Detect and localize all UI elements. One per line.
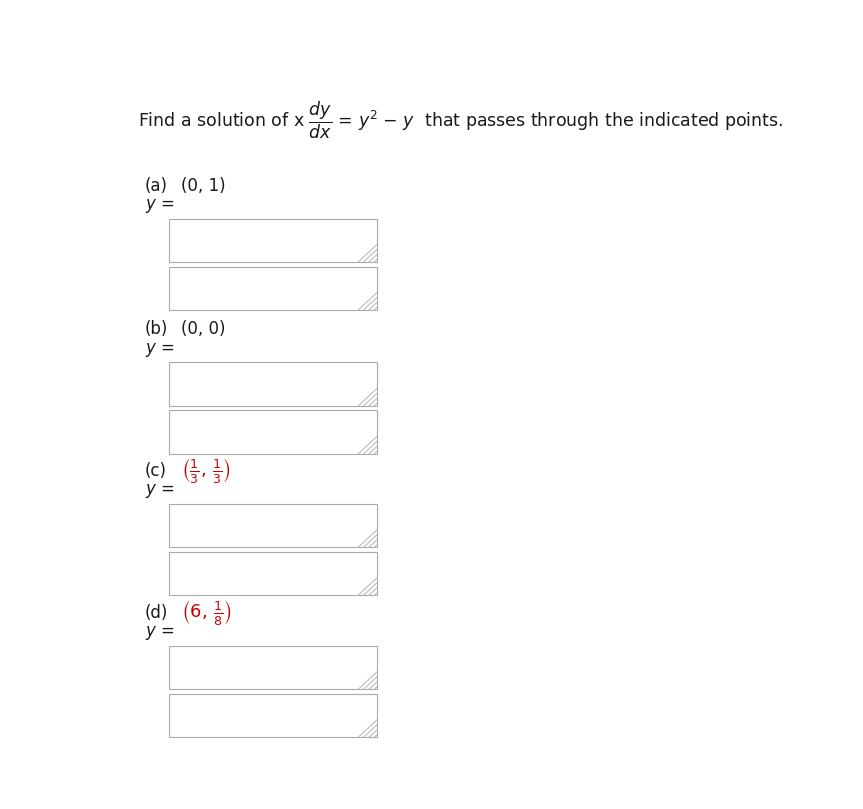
Text: (b): (b)	[145, 320, 168, 338]
Text: $y$ =: $y$ =	[145, 197, 174, 215]
Text: (c): (c)	[145, 462, 167, 480]
Bar	[169, 552, 377, 595]
Text: $y$ =: $y$ =	[145, 341, 174, 359]
Bar	[169, 694, 377, 738]
Bar	[169, 266, 377, 310]
Bar	[169, 218, 377, 262]
Text: (a): (a)	[145, 176, 167, 194]
Text: (0, 1): (0, 1)	[181, 176, 226, 194]
Text: (0, 0): (0, 0)	[181, 320, 226, 338]
Text: $y$ =: $y$ =	[145, 625, 174, 642]
Text: (d): (d)	[145, 604, 168, 622]
Bar	[169, 362, 377, 406]
Bar	[169, 410, 377, 454]
Text: $y$ =: $y$ =	[145, 482, 174, 501]
Text: $\left(\frac{1}{3},\, \frac{1}{3}\right)$: $\left(\frac{1}{3},\, \frac{1}{3}\right)…	[181, 456, 231, 485]
Text: $\left(6,\, \frac{1}{8}\right)$: $\left(6,\, \frac{1}{8}\right)$	[181, 599, 232, 627]
Bar	[169, 504, 377, 548]
Bar	[169, 646, 377, 689]
Text: Find a solution of x $\dfrac{dy}{dx}$ = $y^2$ $-$ $y$  that passes through the i: Find a solution of x $\dfrac{dy}{dx}$ = …	[138, 100, 784, 141]
